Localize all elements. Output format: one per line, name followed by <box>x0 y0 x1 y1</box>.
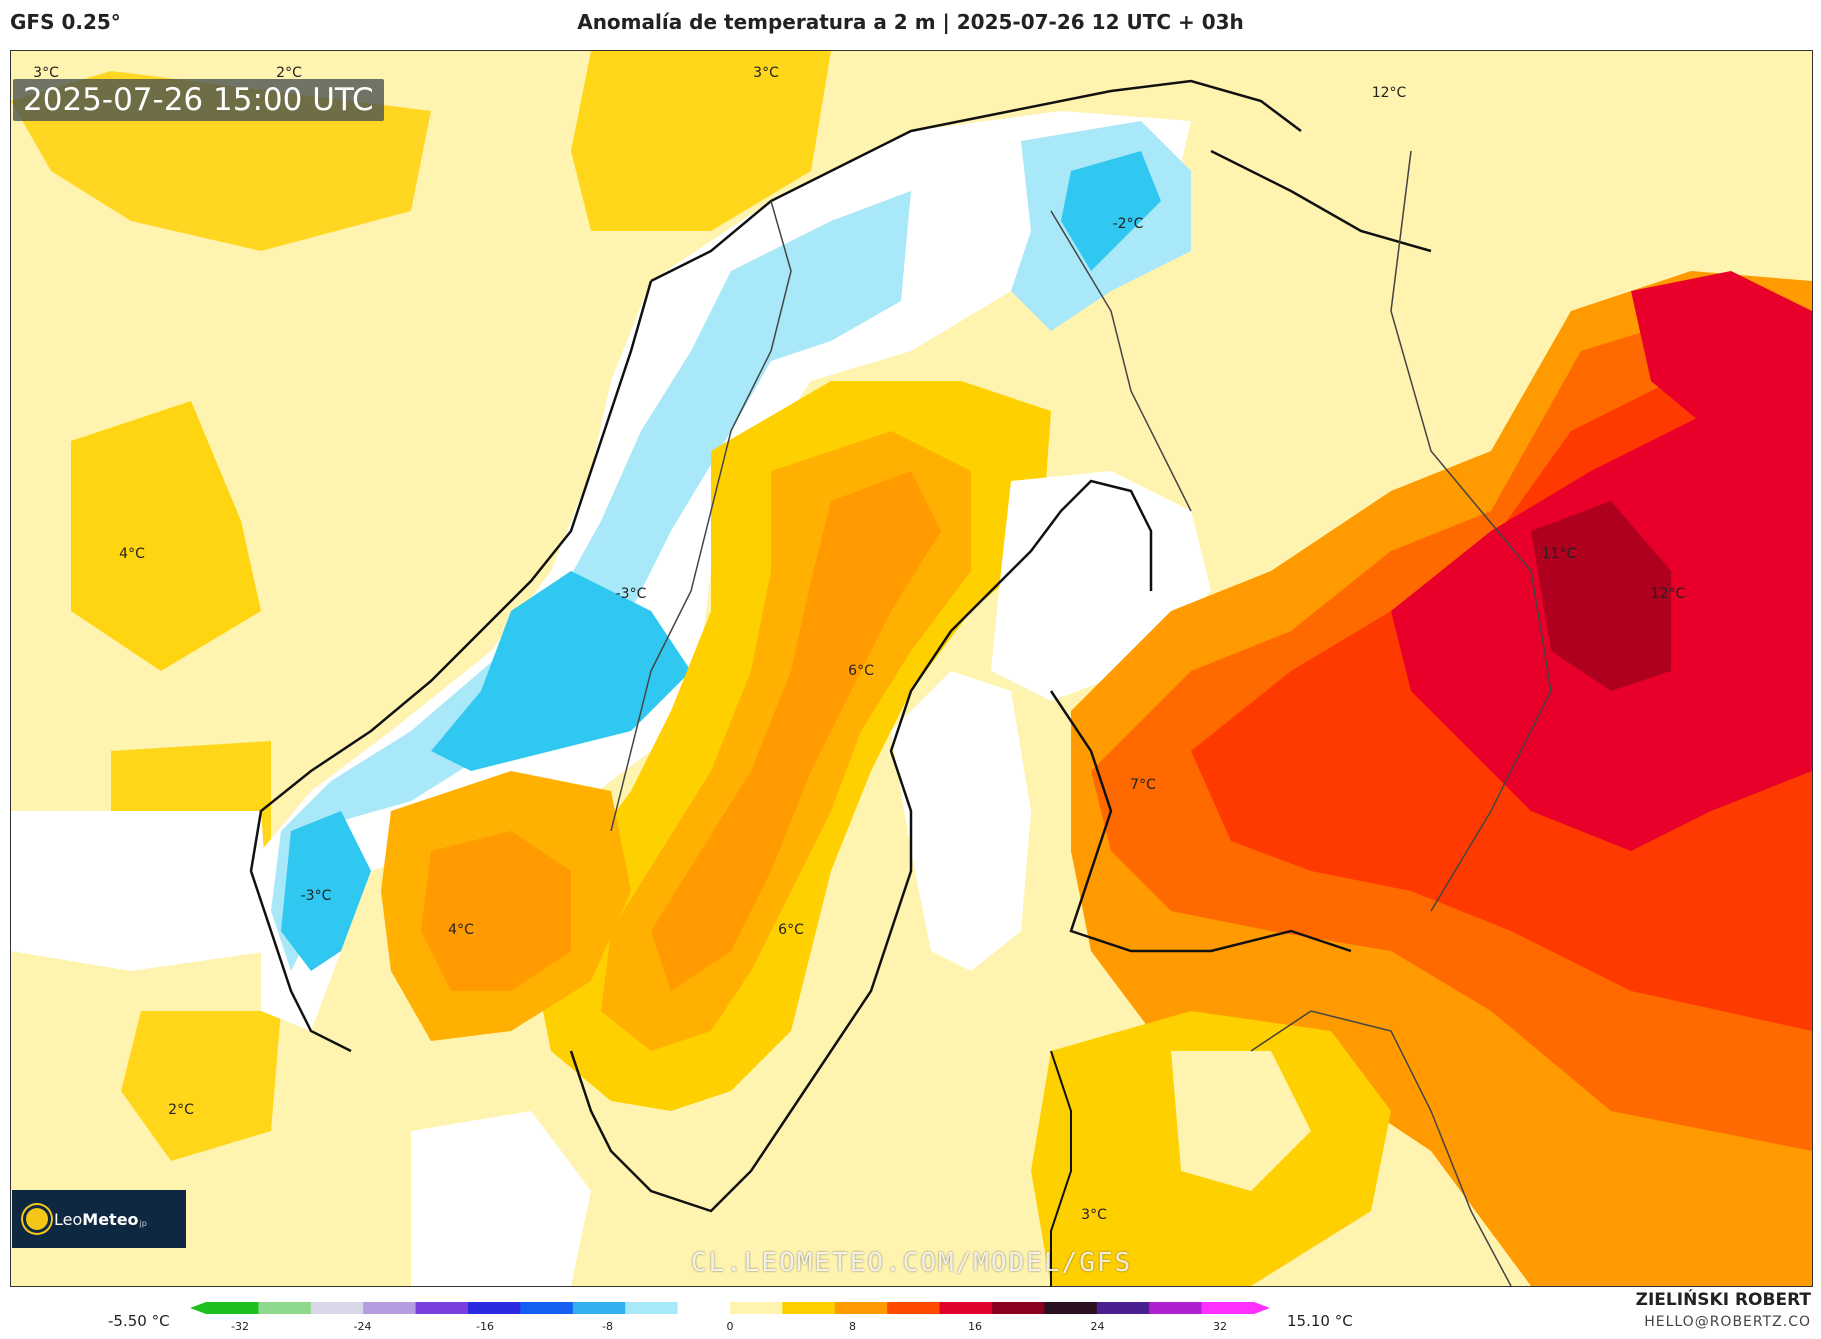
map-label: 3°C <box>1081 1207 1107 1223</box>
map-label: 6°C <box>848 663 874 679</box>
colorbar-segment <box>677 1302 731 1314</box>
colorbar-segment <box>520 1302 574 1314</box>
colorbar-segment <box>363 1302 417 1314</box>
colorbar-segment <box>782 1302 836 1314</box>
colorbar-segment <box>415 1302 469 1314</box>
temperature-anomaly-map[interactable]: 2025-07-26 15:00 UTC 3°C 2°C 3°C 12°C -2… <box>10 50 1813 1287</box>
colorbar-tick-label: -32 <box>231 1320 249 1333</box>
colorbar-segment <box>1096 1302 1150 1314</box>
colorbar-tick-label: 0 <box>726 1320 734 1333</box>
colorbar-segment <box>468 1302 521 1314</box>
map-label: 2°C <box>168 1102 194 1118</box>
colorbar-segment <box>310 1302 364 1314</box>
valid-time-badge: 2025-07-26 15:00 UTC <box>13 79 384 121</box>
map-canvas <box>11 51 1812 1286</box>
colorbar-segment <box>887 1302 941 1314</box>
map-label: 6°C <box>778 922 804 938</box>
map-label: -3°C <box>300 888 332 904</box>
colorbar-segment <box>730 1302 783 1314</box>
author-credit: ZIELIŃSKI ROBERT <box>1635 1290 1811 1310</box>
colorbar-tick-label: -24 <box>353 1320 372 1333</box>
colorbar-tick-label: -16 <box>476 1320 494 1333</box>
colorbar-segment <box>572 1302 626 1314</box>
colorbar-segment <box>206 1302 259 1314</box>
colorbar-min-arrow <box>190 1302 206 1314</box>
map-label: 7°C <box>1130 777 1156 793</box>
colorbar-segment <box>258 1302 312 1314</box>
logo-text-suffix: jp <box>139 1219 147 1228</box>
map-label: 4°C <box>119 546 145 562</box>
source-watermark: CL.LEOMETEO.COM/MODEL/GFS <box>690 1248 1133 1278</box>
colorbar-min-label: -5.50 °C <box>108 1312 170 1330</box>
colorbar-ticks: -32 -24 -16 -8 0 8 16 24 32 <box>190 1320 1270 1338</box>
colorbar-max-label: 15.10 °C <box>1287 1312 1353 1330</box>
map-label: 12°C <box>1650 586 1686 602</box>
map-label: -3°C <box>615 586 647 602</box>
map-label: -2°C <box>1112 216 1144 232</box>
colorbar-tick-label: 32 <box>1213 1320 1227 1333</box>
colorbar-segment <box>834 1302 888 1314</box>
map-label: 11°C <box>1541 546 1577 562</box>
sun-icon <box>26 1208 48 1230</box>
model-name: GFS 0.25° <box>10 10 121 34</box>
colorbar-segment <box>939 1302 993 1314</box>
map-label: 12°C <box>1371 85 1407 101</box>
colorbar-tick-label: 16 <box>968 1320 982 1333</box>
map-label: 2°C <box>276 65 302 81</box>
map-title: Anomalía de temperatura a 2 m | 2025-07-… <box>577 10 1244 34</box>
colorbar-tick-label: 24 <box>1090 1320 1105 1333</box>
logo-text-leo: Leo <box>54 1209 83 1229</box>
colorbar-segment <box>1201 1302 1255 1314</box>
colorbar-tick-label: 8 <box>849 1320 856 1333</box>
colorbar <box>190 1302 1270 1314</box>
colorbar-segment <box>1149 1302 1203 1314</box>
leometeo-logo[interactable]: Leo Meteo jp <box>12 1190 186 1248</box>
colorbar-tick-label: -8 <box>602 1320 613 1333</box>
map-label: 4°C <box>448 922 474 938</box>
author-email[interactable]: HELLO@ROBERTZ.CO <box>1644 1314 1811 1330</box>
map-label: 3°C <box>33 65 59 81</box>
colorbar-segment <box>625 1302 679 1314</box>
logo-text-meteo: Meteo <box>82 1209 139 1229</box>
colorbar-segment <box>992 1302 1045 1314</box>
colorbar-max-arrow <box>1254 1302 1270 1314</box>
map-label: 3°C <box>753 65 779 81</box>
colorbar-segment <box>1044 1302 1098 1314</box>
